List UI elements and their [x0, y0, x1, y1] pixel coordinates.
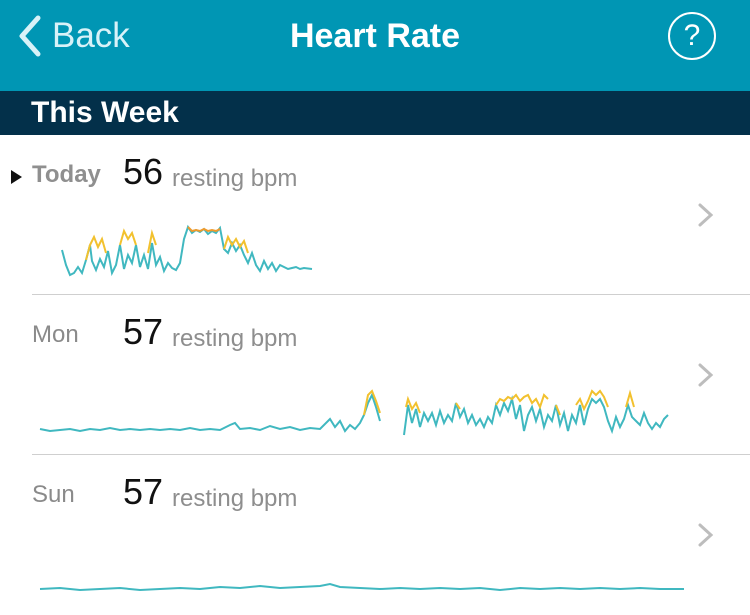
heart-rate-sparkline: [61, 224, 313, 277]
resting-bpm-unit: resting bpm: [172, 485, 298, 512]
chevron-left-icon: [19, 15, 41, 57]
resting-bpm-value: 57: [123, 311, 164, 352]
chevron-right-icon: [698, 203, 714, 227]
day-row-sun[interactable]: Sun 57 resting bpm: [0, 455, 750, 615]
resting-bpm-value: 57: [123, 471, 164, 512]
day-label: Mon: [32, 321, 79, 348]
top-navigation-bar: Back Heart Rate ?: [0, 0, 750, 91]
day-row-today[interactable]: Today 56 resting bpm: [0, 135, 750, 295]
heart-rate-sparkline: [39, 582, 684, 592]
resting-bpm-value: 56: [123, 151, 164, 192]
day-row-mon[interactable]: Mon 57 resting bpm: [0, 295, 750, 455]
chevron-right-icon: [698, 363, 714, 387]
day-label: Sun: [32, 481, 75, 508]
resting-bpm-unit: resting bpm: [172, 165, 298, 192]
page-title: Heart Rate: [289, 17, 461, 55]
section-header: This Week: [0, 91, 750, 135]
row-divider: [32, 454, 750, 455]
help-button[interactable]: ?: [668, 12, 716, 60]
resting-bpm-unit: resting bpm: [172, 325, 298, 352]
heart-rate-sparkline: [39, 389, 669, 436]
selected-day-marker-icon: [11, 170, 22, 184]
section-label: This Week: [31, 96, 179, 129]
day-label: Today: [32, 161, 101, 188]
row-divider: [32, 294, 750, 295]
chevron-right-icon: [698, 523, 714, 547]
back-label: Back: [52, 16, 130, 55]
back-button[interactable]: Back: [16, 14, 130, 58]
